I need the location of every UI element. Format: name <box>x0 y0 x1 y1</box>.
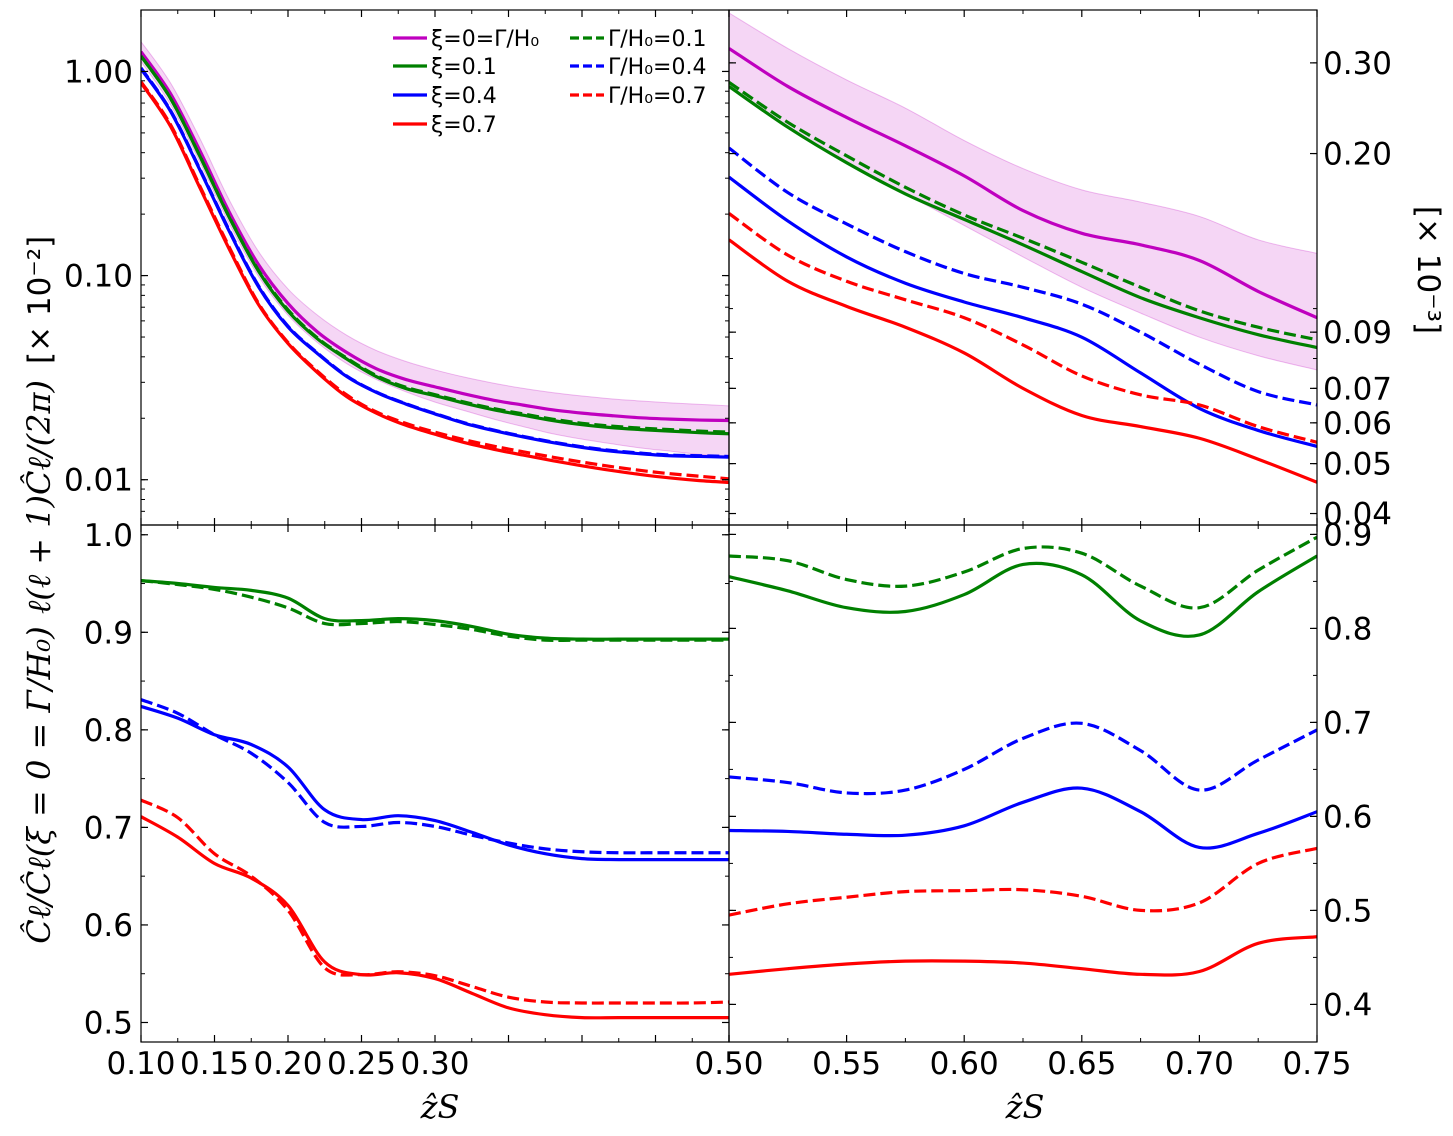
x-axis-title-left: ẑS <box>420 1088 460 1126</box>
x-axis-title-right: ẑS <box>1005 1088 1045 1126</box>
plot-area-top-right <box>729 12 1317 484</box>
series-tr-xi-0p4 <box>729 175 1317 448</box>
y-axis-unit-right: [× 10⁻³] <box>1410 206 1446 334</box>
series-bl-gamma-h0-0p4-dashed <box>141 698 729 855</box>
legend-label: ξ=0.7 <box>431 113 497 138</box>
xtick-label-br-0p60: 0.60 <box>930 1046 999 1082</box>
panel-bottom-left: 0.5 0.6 0.7 0.8 0.9 1.0 0.10 0.15 0.20 0.25 0.30 <box>84 518 730 1082</box>
xtick-label-br-0p65: 0.65 <box>1047 1046 1116 1082</box>
panel-top-left: 0.01 0.10 1.00 <box>64 9 730 526</box>
ytick-label-br-0p6: 0.6 <box>1323 799 1372 835</box>
frame-bl <box>140 524 730 1043</box>
ytick-label-br-0p5: 0.5 <box>1323 893 1372 929</box>
series-tr-xi-0p1 <box>729 85 1317 350</box>
axes-bottom-right: 0.4 0.5 0.6 0.7 0.8 0.9 0.50 0.55 0.60 0.65 0.70 0.… <box>694 517 1372 1082</box>
legend-label: Γ/H₀=0.1 <box>608 27 706 52</box>
y-axis-title-bottom-group: Ĉℓ/Ĉℓ(ξ = 0 = Γ/H₀) <box>20 626 58 943</box>
legend-entry-xi-0-gamma-h0: ξ=0=Γ/H₀ <box>393 27 539 52</box>
panel-top-right: 0.04 0.05 0.060.07 0.09 0.20 0.30 <box>728 9 1392 533</box>
ytick-label-tr-0p04: 0.04 <box>1323 497 1392 533</box>
xtick-label-br-0p55: 0.55 <box>812 1046 881 1082</box>
plot-area-bottom-right <box>729 535 1317 977</box>
xtick-label-bl-0p30: 0.30 <box>400 1046 469 1082</box>
panel-bottom-right: 0.4 0.5 0.6 0.7 0.8 0.9 0.50 0.55 0.60 0.65 0.70 0.… <box>694 517 1372 1082</box>
y-axis-unit-top: [× 10⁻²] <box>22 236 58 364</box>
ytick-label-br-0p7: 0.7 <box>1323 705 1372 741</box>
legend-entry-xi-0p1: ξ=0.1 <box>393 55 497 80</box>
series-bl-xi-0p1 <box>141 579 729 641</box>
series-tr-gamma-h0-0p7-dashed <box>729 212 1317 444</box>
axes-top-left: 0.01 0.10 1.00 <box>64 9 730 526</box>
axes-bottom-left: 0.5 0.6 0.7 0.8 0.9 1.0 0.10 0.15 0.20 0.25 0.30 <box>84 518 730 1082</box>
ytick-label-br-0p8: 0.8 <box>1323 611 1372 647</box>
ytick-label-tr-0p30: 0.30 <box>1323 46 1392 82</box>
ytick-label-bl-0p9: 0.9 <box>84 615 133 651</box>
series-br-gamma-h0-0p1-dashed <box>729 535 1317 610</box>
ytick-label-tl-0p01: 0.01 <box>64 463 133 499</box>
xtick-label-bl-0p15: 0.15 <box>180 1046 249 1082</box>
series-tl-gamma-h0-0p4-dashed <box>141 67 729 459</box>
series-br-xi-0p7 <box>729 935 1317 977</box>
legend-entry-xi-0p4: ξ=0.4 <box>393 84 497 109</box>
legend-label: Γ/H₀=0.7 <box>608 84 706 109</box>
ytick-label-tr-0p20: 0.20 <box>1323 137 1392 173</box>
ytick-label-bl-1p0: 1.0 <box>84 518 133 554</box>
plot-area-bottom-left <box>141 579 729 1020</box>
ytick-label-tr-0p09: 0.09 <box>1323 315 1392 351</box>
series-tl-xi-0-gamma-h0 <box>141 50 729 423</box>
axes-top-right: 0.04 0.05 0.060.07 0.09 0.20 0.30 <box>728 9 1392 533</box>
plot-area-top-left <box>141 40 729 485</box>
xtick-label-bl-0p25: 0.25 <box>327 1046 396 1082</box>
legend: ξ=0=Γ/H₀ ξ=0.1 ξ=0.4 ξ=0.7 Γ/H₀=0.1 Γ/H₀=0.4 Γ… <box>393 27 706 138</box>
legend-entry-gamma-h0-0p1-dashed: Γ/H₀=0.1 <box>570 27 706 52</box>
series-br-xi-0p1 <box>729 554 1317 638</box>
ytick-label-bl-0p5: 0.5 <box>84 1005 133 1041</box>
ytick-label-tr-0p05: 0.05 <box>1323 447 1392 483</box>
legend-label: Γ/H₀=0.4 <box>608 55 706 80</box>
ytick-label-tr-0p07: 0.07 <box>1323 371 1392 407</box>
ytick-label-tr-0p06: 0.06 <box>1323 406 1392 442</box>
y-axis-title-top: ℓ(ℓ + 1)Ĉℓ/(2π) <box>20 380 58 614</box>
ytick-label-bl-0p8: 0.8 <box>84 713 133 749</box>
ytick-label-bl-0p6: 0.6 <box>84 908 133 944</box>
legend-entry-gamma-h0-0p7-dashed: Γ/H₀=0.7 <box>570 84 706 109</box>
series-tr-xi-0p7 <box>729 238 1317 484</box>
xtick-label-bl-0p10: 0.10 <box>106 1046 175 1082</box>
series-tl-gamma-h0-0p7-dashed <box>141 80 729 481</box>
y-axis-title-top-group: ℓ(ℓ + 1)Ĉℓ/(2π) [× 10⁻²] <box>20 236 58 614</box>
y-axis-unit-right-group: [× 10⁻³] <box>1410 206 1446 334</box>
series-br-xi-0p4 <box>729 786 1317 850</box>
legend-entry-xi-0p7: ξ=0.7 <box>393 113 497 138</box>
series-br-gamma-h0-0p7-dashed <box>729 846 1317 917</box>
xtick-label-br-0p75: 0.75 <box>1282 1046 1351 1082</box>
series-bl-gamma-h0-0p1-dashed <box>141 579 729 642</box>
xtick-label-bl-0p20: 0.20 <box>253 1046 322 1082</box>
legend-label: ξ=0.4 <box>431 84 497 109</box>
ytick-label-tl-1p00: 1.00 <box>64 54 133 90</box>
ytick-label-br-0p4: 0.4 <box>1323 987 1372 1023</box>
legend-label: ξ=0=Γ/H₀ <box>431 27 539 52</box>
series-tr-gamma-h0-0p4-dashed <box>729 146 1317 407</box>
series-bl-gamma-h0-0p7-dashed <box>141 798 729 1005</box>
legend-label: ξ=0.1 <box>431 55 497 80</box>
ytick-label-br-0p9: 0.9 <box>1323 517 1372 553</box>
series-tl-gamma-h0-0p1-dashed <box>141 55 729 434</box>
series-bl-xi-0p4 <box>141 704 729 862</box>
xtick-label-br-0p70: 0.70 <box>1165 1046 1234 1082</box>
series-br-gamma-h0-0p4-dashed <box>729 721 1317 796</box>
series-tr-xi-0-gamma-h0 <box>729 47 1317 320</box>
ytick-label-bl-0p7: 0.7 <box>84 810 133 846</box>
series-bl-xi-0p7 <box>141 815 729 1020</box>
legend-entry-gamma-h0-0p4-dashed: Γ/H₀=0.4 <box>570 55 706 80</box>
series-tr-gamma-h0-0p1-dashed <box>729 81 1317 342</box>
ytick-label-tl-0p10: 0.10 <box>64 259 133 295</box>
y-axis-title-bottom: Ĉℓ/Ĉℓ(ξ = 0 = Γ/H₀) <box>20 626 58 943</box>
xtick-label-br-0p50: 0.50 <box>694 1046 763 1082</box>
